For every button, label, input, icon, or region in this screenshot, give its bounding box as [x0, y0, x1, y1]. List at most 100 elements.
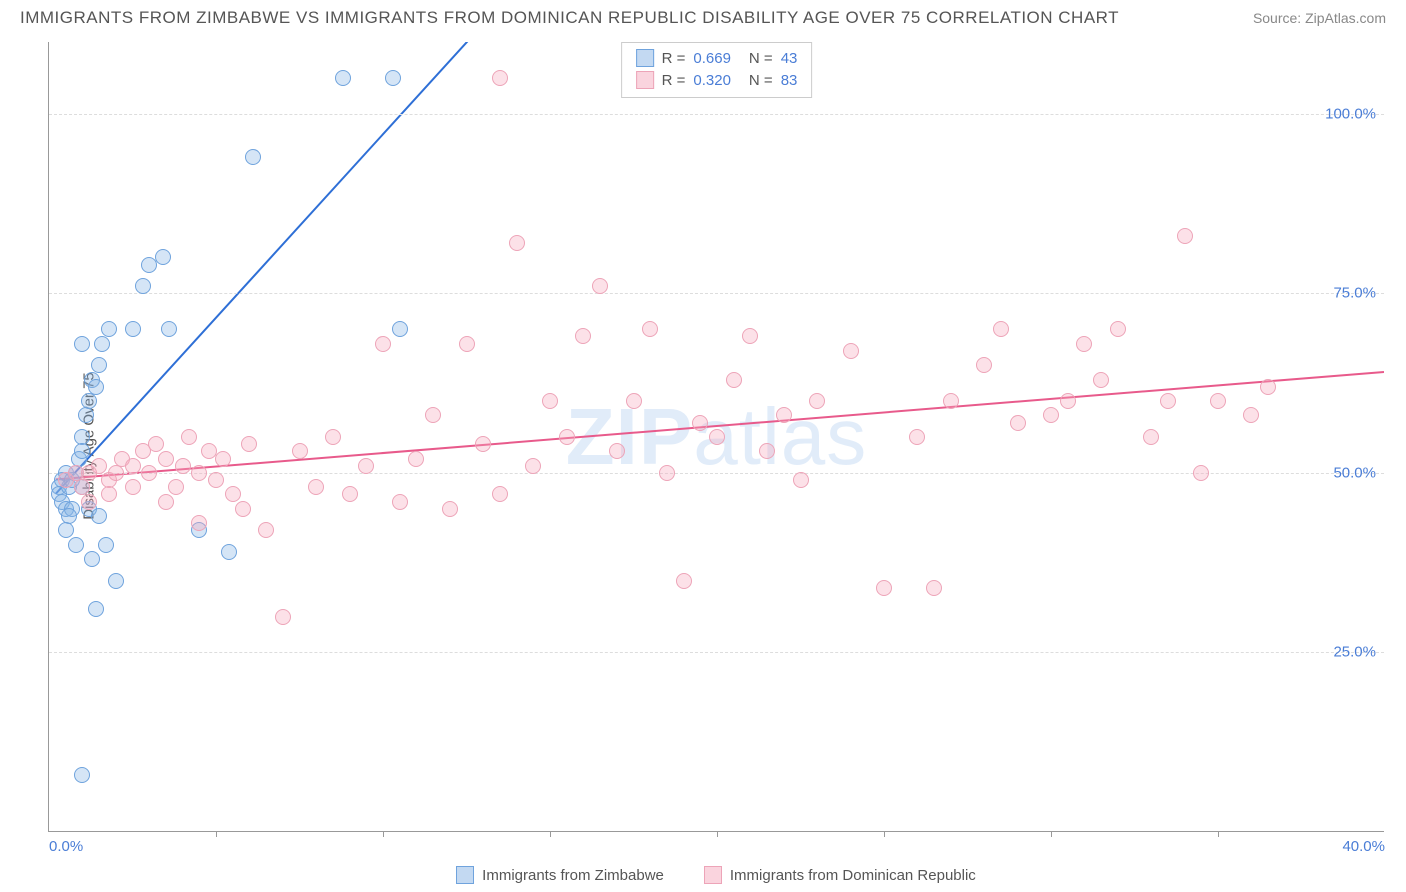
xtick-label: 0.0%	[49, 838, 83, 855]
swatch-blue-icon	[456, 866, 474, 884]
scatter-point	[98, 537, 114, 553]
scatter-point	[442, 501, 458, 517]
scatter-point	[81, 494, 97, 510]
scatter-point	[425, 407, 441, 423]
scatter-point	[161, 321, 177, 337]
scatter-point	[175, 458, 191, 474]
scatter-point	[843, 343, 859, 359]
stat-row-series2: R = 0.320 N = 83	[636, 69, 798, 91]
n-value-1: 43	[781, 50, 798, 67]
gridline	[49, 114, 1384, 115]
legend-item-2: Immigrants from Dominican Republic	[704, 866, 976, 884]
scatter-point	[155, 249, 171, 265]
scatter-point	[58, 522, 74, 538]
scatter-point	[809, 393, 825, 409]
scatter-point	[74, 443, 90, 459]
scatter-point	[1043, 407, 1059, 423]
ytick-label: 50.0%	[1333, 464, 1376, 481]
scatter-point	[559, 429, 575, 445]
n-value-2: 83	[781, 72, 798, 89]
scatter-point	[692, 415, 708, 431]
scatter-point	[84, 551, 100, 567]
scatter-point	[245, 149, 261, 165]
scatter-point	[1143, 429, 1159, 445]
scatter-point	[542, 393, 558, 409]
swatch-blue-icon	[636, 49, 654, 67]
scatter-point	[1110, 321, 1126, 337]
scatter-point	[241, 436, 257, 452]
scatter-point	[275, 609, 291, 625]
scatter-point	[148, 436, 164, 452]
scatter-point	[335, 70, 351, 86]
r-value-2: 0.320	[693, 72, 731, 89]
scatter-point	[909, 429, 925, 445]
scatter-point	[125, 321, 141, 337]
scatter-point	[168, 479, 184, 495]
scatter-point	[191, 515, 207, 531]
scatter-point	[759, 443, 775, 459]
scatter-point	[101, 321, 117, 337]
scatter-point	[676, 573, 692, 589]
scatter-point	[408, 451, 424, 467]
scatter-point	[101, 486, 117, 502]
xtick-mark	[717, 831, 718, 837]
scatter-point	[68, 537, 84, 553]
scatter-point	[392, 494, 408, 510]
scatter-point	[1193, 465, 1209, 481]
scatter-point	[88, 379, 104, 395]
scatter-point	[742, 328, 758, 344]
ytick-label: 100.0%	[1325, 105, 1376, 122]
stat-row-series1: R = 0.669 N = 43	[636, 47, 798, 69]
scatter-point	[592, 278, 608, 294]
chart-area: ZIPatlas R = 0.669 N = 43 R = 0.320 N = …	[48, 42, 1384, 832]
trend-line	[56, 372, 1384, 480]
scatter-point	[726, 372, 742, 388]
scatter-point	[135, 278, 151, 294]
xtick-mark	[383, 831, 384, 837]
scatter-point	[793, 472, 809, 488]
scatter-point	[1076, 336, 1092, 352]
scatter-point	[91, 458, 107, 474]
scatter-point	[215, 451, 231, 467]
scatter-point	[1243, 407, 1259, 423]
scatter-point	[74, 336, 90, 352]
scatter-point	[342, 486, 358, 502]
scatter-point	[292, 443, 308, 459]
scatter-point	[475, 436, 491, 452]
scatter-point	[392, 321, 408, 337]
scatter-point	[208, 472, 224, 488]
legend-label-2: Immigrants from Dominican Republic	[730, 867, 976, 884]
scatter-point	[876, 580, 892, 596]
stats-legend-box: R = 0.669 N = 43 R = 0.320 N = 83	[621, 42, 813, 98]
swatch-pink-icon	[636, 71, 654, 89]
scatter-point	[626, 393, 642, 409]
scatter-point	[108, 573, 124, 589]
scatter-point	[258, 522, 274, 538]
scatter-point	[492, 486, 508, 502]
scatter-point	[225, 486, 241, 502]
scatter-point	[575, 328, 591, 344]
scatter-point	[509, 235, 525, 251]
title-bar: IMMIGRANTS FROM ZIMBABWE VS IMMIGRANTS F…	[0, 0, 1406, 32]
xtick-mark	[216, 831, 217, 837]
scatter-point	[141, 465, 157, 481]
scatter-point	[642, 321, 658, 337]
scatter-point	[926, 580, 942, 596]
scatter-point	[91, 508, 107, 524]
ytick-label: 25.0%	[1333, 644, 1376, 661]
scatter-point	[91, 357, 107, 373]
chart-title: IMMIGRANTS FROM ZIMBABWE VS IMMIGRANTS F…	[20, 8, 1119, 28]
scatter-point	[385, 70, 401, 86]
scatter-point	[1177, 228, 1193, 244]
r-value-1: 0.669	[693, 50, 731, 67]
scatter-point	[659, 465, 675, 481]
xtick-mark	[550, 831, 551, 837]
legend-item-1: Immigrants from Zimbabwe	[456, 866, 664, 884]
scatter-point	[78, 407, 94, 423]
xtick-mark	[1051, 831, 1052, 837]
scatter-point	[88, 601, 104, 617]
scatter-point	[158, 494, 174, 510]
scatter-point	[993, 321, 1009, 337]
scatter-point	[1010, 415, 1026, 431]
scatter-point	[181, 429, 197, 445]
